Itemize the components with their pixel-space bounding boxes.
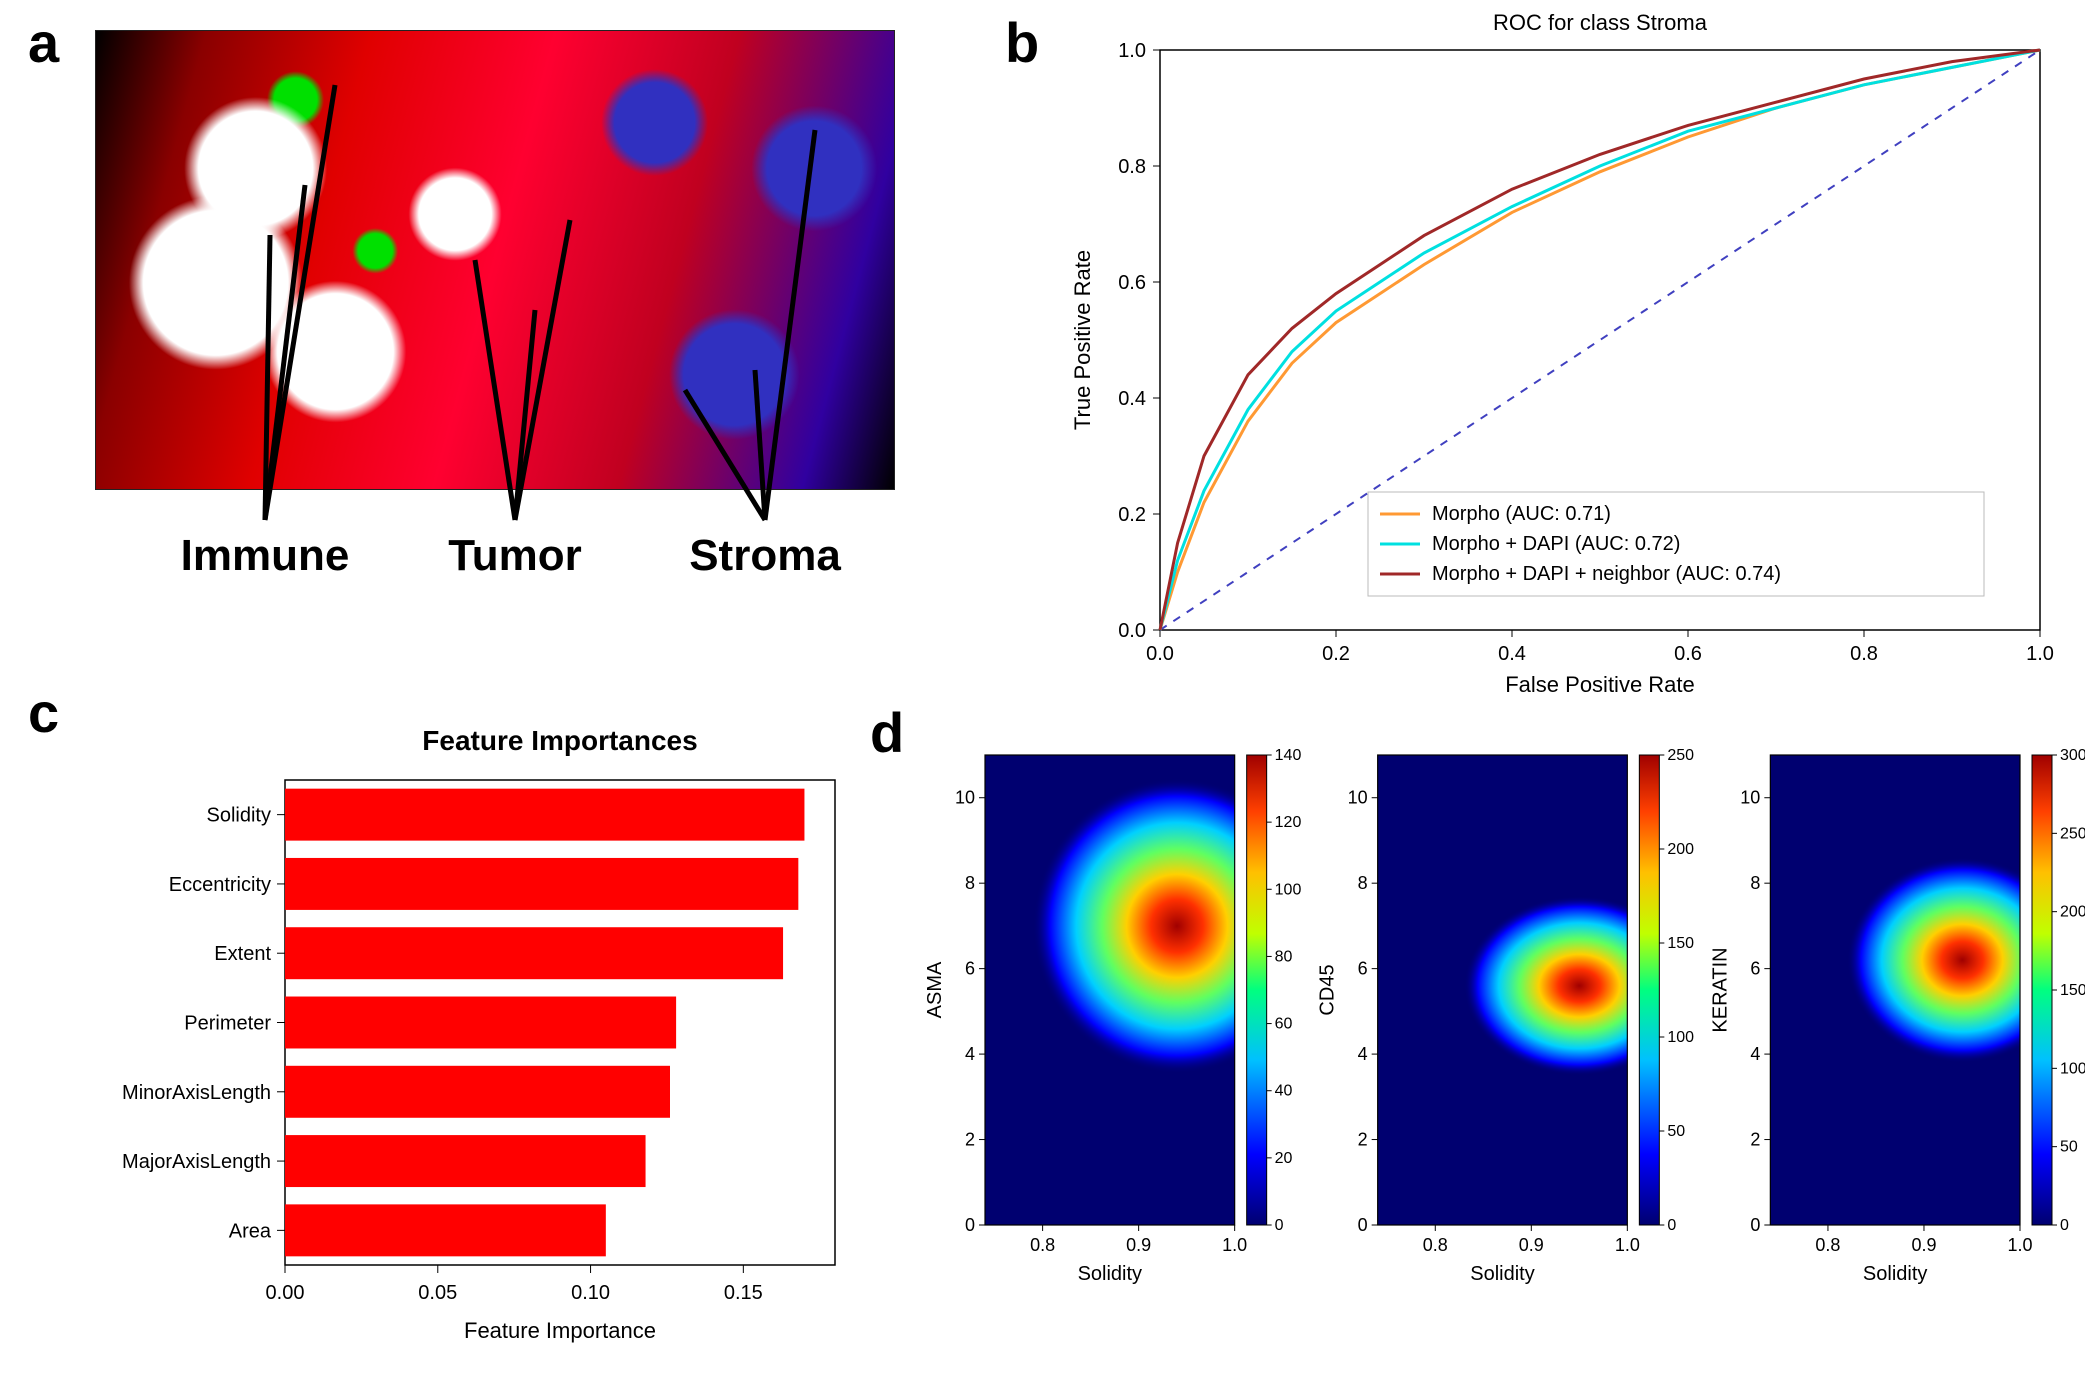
svg-text:6: 6 — [965, 959, 975, 979]
feature-importance-chart: Feature Importances 0.00 0.05 0.10 0.15 Featu… — [60, 720, 860, 1360]
svg-text:0: 0 — [965, 1215, 975, 1235]
svg-text:2: 2 — [1358, 1130, 1368, 1150]
svg-text:KERATIN: KERATIN — [1709, 947, 1731, 1032]
svg-text:0.8: 0.8 — [1423, 1235, 1448, 1255]
svg-text:100: 100 — [1275, 881, 1302, 898]
svg-text:0.8: 0.8 — [1850, 643, 1878, 665]
svg-text:True Positive Rate: True Positive Rate — [1070, 250, 1095, 430]
panel-label-b: b — [1005, 10, 1039, 75]
annotation-stroma: Stroma — [689, 531, 841, 580]
svg-text:4: 4 — [1750, 1044, 1760, 1064]
panel-a-overlay: Immune Tumor Stroma — [95, 30, 895, 590]
svg-text:0.0: 0.0 — [1118, 620, 1146, 642]
svg-text:0.2: 0.2 — [1322, 643, 1350, 665]
svg-text:200: 200 — [1667, 841, 1694, 858]
svg-text:0: 0 — [1667, 1217, 1676, 1234]
svg-text:1.0: 1.0 — [1222, 1235, 1247, 1255]
svg-text:80: 80 — [1275, 948, 1293, 965]
svg-text:6: 6 — [1750, 959, 1760, 979]
svg-text:Feature Importances: Feature Importances — [422, 725, 697, 756]
svg-text:8: 8 — [1750, 873, 1760, 893]
svg-text:0.9: 0.9 — [1126, 1235, 1151, 1255]
svg-text:50: 50 — [2060, 1139, 2078, 1156]
svg-text:Solidity: Solidity — [1470, 1263, 1534, 1285]
svg-text:Morpho + DAPI + neighbor (AUC:: Morpho + DAPI + neighbor (AUC: 0.74) — [1432, 563, 1781, 585]
svg-text:1.0: 1.0 — [1118, 40, 1146, 62]
svg-text:Area: Area — [229, 1220, 272, 1242]
svg-text:ROC for class Stroma: ROC for class Stroma — [1493, 10, 1708, 35]
svg-text:0.00: 0.00 — [266, 1282, 305, 1304]
svg-text:Solidity: Solidity — [1863, 1263, 1927, 1285]
svg-text:0: 0 — [1750, 1215, 1760, 1235]
svg-text:0.9: 0.9 — [1911, 1235, 1936, 1255]
heatmap-row: 0.80.91.0Solidity0246810ASMA020406080100… — [925, 745, 2085, 1305]
svg-text:0.8: 0.8 — [1030, 1235, 1055, 1255]
svg-text:2: 2 — [1750, 1130, 1760, 1150]
svg-text:Perimeter: Perimeter — [184, 1013, 271, 1035]
svg-text:0.4: 0.4 — [1498, 643, 1526, 665]
svg-text:Extent: Extent — [214, 943, 271, 965]
svg-text:0.15: 0.15 — [724, 1282, 763, 1304]
svg-text:0: 0 — [2060, 1217, 2069, 1234]
svg-text:Morpho + DAPI (AUC: 0.72): Morpho + DAPI (AUC: 0.72) — [1432, 533, 1680, 555]
panel-label-c: c — [28, 680, 59, 745]
svg-text:200: 200 — [2060, 904, 2085, 921]
svg-text:0: 0 — [1275, 1217, 1284, 1234]
svg-text:150: 150 — [2060, 982, 2085, 999]
svg-text:2: 2 — [965, 1130, 975, 1150]
svg-text:1.0: 1.0 — [2026, 643, 2054, 665]
svg-text:50: 50 — [1667, 1123, 1685, 1140]
svg-text:0.05: 0.05 — [418, 1282, 457, 1304]
svg-text:Eccentricity: Eccentricity — [169, 874, 271, 896]
svg-text:20: 20 — [1275, 1150, 1293, 1167]
annotation-immune: Immune — [181, 531, 350, 580]
svg-text:150: 150 — [1667, 935, 1694, 952]
svg-text:MajorAxisLength: MajorAxisLength — [122, 1151, 271, 1173]
svg-text:40: 40 — [1275, 1083, 1293, 1100]
svg-text:60: 60 — [1275, 1016, 1293, 1033]
svg-text:140: 140 — [1275, 747, 1302, 764]
svg-text:0.2: 0.2 — [1118, 504, 1146, 526]
svg-text:100: 100 — [1667, 1029, 1694, 1046]
svg-text:1.0: 1.0 — [1615, 1235, 1640, 1255]
svg-text:Solidity: Solidity — [207, 805, 271, 827]
svg-text:Solidity: Solidity — [1078, 1263, 1142, 1285]
svg-text:100: 100 — [2060, 1060, 2085, 1077]
svg-text:MinorAxisLength: MinorAxisLength — [122, 1082, 271, 1104]
svg-text:0.8: 0.8 — [1118, 156, 1146, 178]
panel-a: Immune Tumor Stroma — [95, 30, 895, 590]
svg-text:10: 10 — [1740, 788, 1760, 808]
svg-text:1.0: 1.0 — [2007, 1235, 2032, 1255]
svg-text:0.6: 0.6 — [1674, 643, 1702, 665]
svg-text:False Positive Rate: False Positive Rate — [1505, 672, 1695, 697]
svg-text:0.9: 0.9 — [1519, 1235, 1544, 1255]
svg-text:0.8: 0.8 — [1815, 1235, 1840, 1255]
svg-text:10: 10 — [1348, 788, 1368, 808]
annotation-tumor: Tumor — [448, 531, 582, 580]
svg-text:ASMA: ASMA — [925, 961, 946, 1018]
panel-label-d: d — [870, 700, 904, 765]
svg-text:250: 250 — [2060, 825, 2085, 842]
svg-text:CD45: CD45 — [1317, 964, 1339, 1015]
panel-label-a: a — [28, 10, 59, 75]
svg-text:0.10: 0.10 — [571, 1282, 610, 1304]
svg-text:250: 250 — [1667, 747, 1694, 764]
svg-text:0.4: 0.4 — [1118, 388, 1146, 410]
svg-text:Morpho (AUC: 0.71): Morpho (AUC: 0.71) — [1432, 503, 1611, 525]
svg-text:8: 8 — [1358, 873, 1368, 893]
roc-chart: ROC for class Stroma 0.0 0.2 0.4 0.6 0.8 1.0 0.… — [1060, 10, 2070, 710]
svg-text:0.6: 0.6 — [1118, 272, 1146, 294]
svg-text:0: 0 — [1358, 1215, 1368, 1235]
svg-text:6: 6 — [1358, 959, 1368, 979]
svg-text:300: 300 — [2060, 747, 2085, 764]
svg-text:120: 120 — [1275, 814, 1302, 831]
svg-text:4: 4 — [1358, 1044, 1368, 1064]
svg-text:4: 4 — [965, 1044, 975, 1064]
svg-text:0.0: 0.0 — [1146, 643, 1174, 665]
svg-text:8: 8 — [965, 873, 975, 893]
svg-text:10: 10 — [955, 788, 975, 808]
svg-text:Feature Importance: Feature Importance — [464, 1318, 656, 1343]
